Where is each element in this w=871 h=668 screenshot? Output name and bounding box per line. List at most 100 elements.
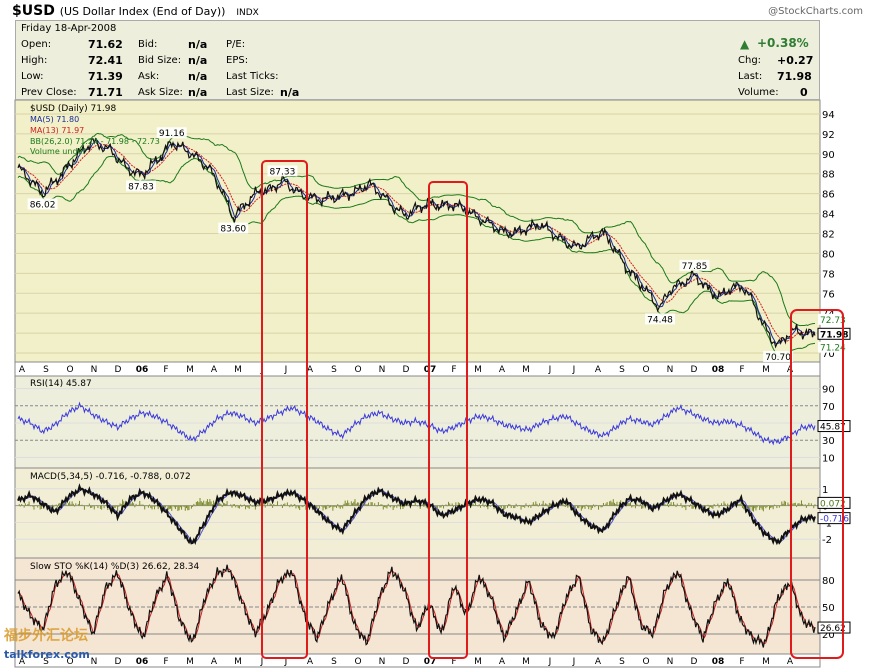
x-tick-label: O: [642, 365, 649, 375]
asksize-label: Ask Size:: [138, 87, 183, 98]
price-right-label: 72.73: [820, 316, 846, 326]
annotation-bg: [27, 198, 58, 210]
x-tick-label: J: [260, 657, 264, 667]
price-annotation: 70.70: [765, 353, 791, 363]
x-tick-label: A: [19, 657, 26, 667]
x-tick-label: M: [762, 657, 770, 667]
legend-bb: BB(26,2.0) 71.24 - 71.98 - 72.73: [30, 137, 160, 146]
panel-titles: $USD (Daily) 71.98 MA(5) 71.80 MA(13) 71…: [30, 104, 200, 572]
lastsize-value: n/a: [280, 86, 300, 99]
sto-title: Slow STO %K(14) %D(3) 26.62, 28.34: [30, 562, 200, 572]
price-annotation: 87.83: [128, 182, 154, 192]
x-tick-label: A: [595, 365, 602, 375]
chg-label: Chg:: [738, 55, 762, 66]
macd-y-tick: 1: [822, 485, 828, 496]
x-tick-label: D: [403, 657, 410, 667]
high-label: High:: [21, 55, 48, 66]
x-tick-label: 06: [136, 657, 149, 667]
x-tick-label: F: [739, 365, 744, 375]
eps-label: EPS:: [226, 55, 249, 66]
price-annotation: 77.85: [682, 262, 708, 272]
x-tick-label: A: [307, 365, 314, 375]
x-tick-label: J: [548, 365, 552, 375]
sto-gridlines: 20 50 80 26.62: [15, 576, 851, 641]
price-y-tick: 82: [822, 229, 835, 240]
brand-link[interactable]: @StockCharts.com: [768, 6, 863, 17]
price-y-tick: 78: [822, 269, 835, 280]
exchange: INDX: [236, 8, 259, 18]
macd-y-tick: -2: [822, 535, 832, 546]
chg-value: +0.27: [777, 54, 814, 67]
sto-y-tick: 50: [822, 603, 835, 614]
sto-d-line: [17, 567, 816, 645]
price-gridlines: [15, 113, 820, 354]
price-right-box: [817, 327, 851, 340]
price-right-box: [818, 341, 850, 353]
price-annotation: 86.02: [30, 200, 56, 210]
bidsize-value: n/a: [188, 54, 208, 67]
high-value: 72.41: [88, 54, 123, 67]
bid-label: Bid:: [138, 39, 158, 50]
x-tick-label: M: [762, 365, 770, 375]
x-tick-label: O: [354, 657, 361, 667]
x-axis-bottom: A S O N D 06 F M A M J J A S O N D 07 F M A M J J A S O N D 08 F M A: [19, 657, 794, 667]
x-tick-label: S: [619, 657, 625, 667]
legend-ma5: MA(5) 71.80: [30, 115, 79, 124]
up-arrow-icon: ▲: [740, 37, 750, 51]
price-right-labels: 72.73 71.98 71.24: [817, 313, 851, 354]
macd-panel: [14, 467, 821, 559]
lastticks-label: Last Ticks:: [226, 71, 279, 82]
x-tick-label: A: [787, 657, 794, 667]
chart-title: $USD (US Dollar Index (End of Day)) INDX: [12, 3, 259, 19]
x-tick-label: D: [115, 365, 122, 375]
x-tick-label: F: [739, 657, 744, 667]
price-y-tick: 94: [822, 110, 835, 121]
macd-value-label: 0.072: [820, 499, 846, 509]
x-tick-label: J: [572, 365, 576, 375]
x-tick-label: S: [43, 365, 49, 375]
bollinger-lower-line: [17, 155, 816, 359]
macd-title: MACD(5,34,5) -0.716, -0.788, 0.072: [30, 472, 191, 482]
sto-panel: [14, 557, 821, 655]
rsi-y-tick: 10: [822, 453, 835, 464]
x-tick-label: 08: [712, 365, 725, 375]
macd-line: [17, 483, 816, 546]
x-tick-label: N: [91, 365, 98, 375]
x-tick-label: M: [474, 365, 482, 375]
x-tick-label: S: [331, 365, 337, 375]
x-tick-label: A: [19, 365, 26, 375]
legend-volume: Volume undef: [30, 147, 85, 156]
price-y-tick: 88: [822, 170, 835, 181]
x-tick-label: J: [284, 365, 288, 375]
rsi-line: [17, 401, 816, 446]
price-y-tick: 86: [822, 190, 835, 201]
price-annotation: 87.33: [270, 167, 296, 177]
sto-y-tick: 80: [822, 576, 835, 587]
x-tick-label: S: [619, 365, 625, 375]
annotation-bg: [156, 127, 187, 139]
quote-panel: Friday 18-Apr-2008 Open: 71.62 High: 72.…: [15, 20, 820, 100]
price-annotation: 91.16: [159, 129, 185, 139]
annotation-bg: [763, 351, 794, 363]
x-tick-label: A: [499, 365, 506, 375]
x-tick-label: M: [474, 657, 482, 667]
instrument-name: (US Dollar Index (End of Day)): [59, 5, 226, 18]
x-tick-label: D: [403, 365, 410, 375]
x-tick-label: S: [43, 657, 49, 667]
x-tick-label: A: [211, 365, 218, 375]
x-tick-label: F: [163, 365, 168, 375]
x-tick-label: M: [234, 365, 242, 375]
x-tick-label: N: [91, 657, 98, 667]
bid-value: n/a: [188, 38, 208, 51]
open-value: 71.62: [88, 38, 123, 51]
rsi-y-tick: 30: [822, 436, 835, 447]
sto-value-label: 26.62: [820, 624, 846, 634]
legend-ma13: MA(13) 71.97: [30, 126, 84, 135]
rsi-y-tick: 70: [822, 402, 835, 413]
open-label: Open:: [21, 39, 52, 50]
x-tick-label: M: [234, 657, 242, 667]
macd-value-box: [817, 512, 851, 525]
x-tick-label: O: [642, 657, 649, 667]
x-tick-label: J: [284, 657, 288, 667]
